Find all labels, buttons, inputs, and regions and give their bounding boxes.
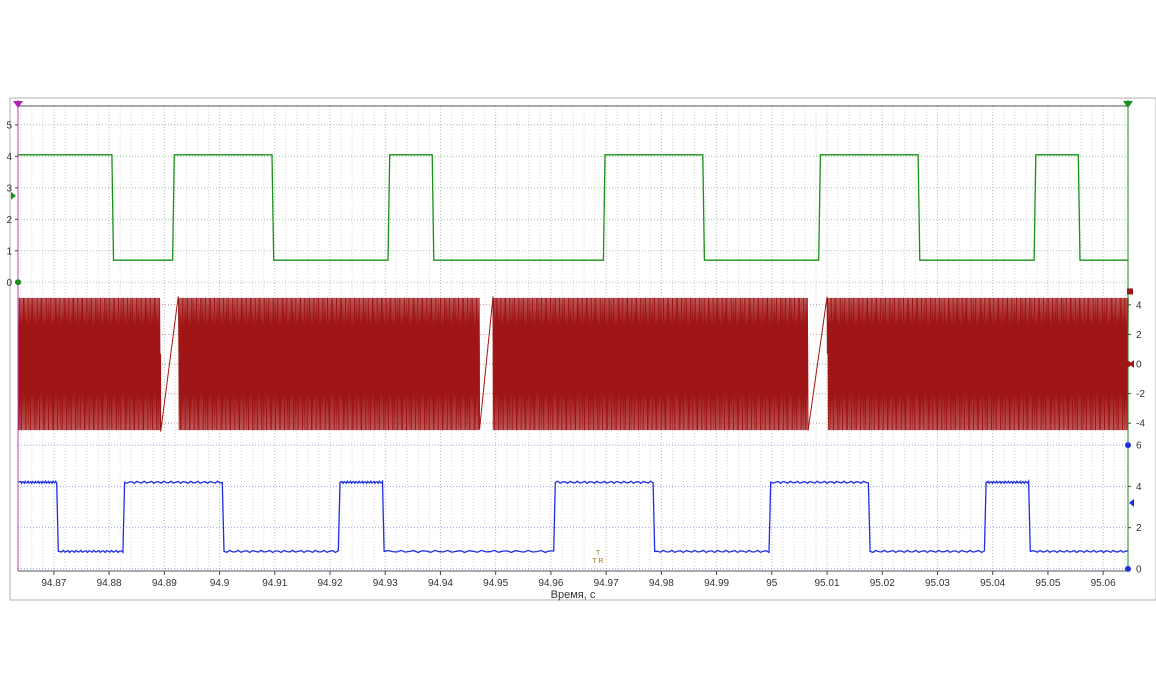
y-tick-label: 0 <box>1136 360 1142 371</box>
y-tick-label: 4 <box>1136 482 1142 493</box>
y-tick-label: 3 <box>6 183 12 194</box>
x-tick-label: 94.92 <box>317 578 342 589</box>
channel-limit-marker-icon[interactable] <box>1127 288 1133 295</box>
channel-marker-icon[interactable] <box>11 191 16 200</box>
y-tick-label: 2 <box>6 215 12 226</box>
trigger-cursor-marker-line: T <box>596 550 601 557</box>
trace-ch3 <box>17 478 1129 554</box>
x-tick-label: 94.87 <box>41 578 66 589</box>
y-tick-label: 0 <box>6 278 12 289</box>
cursor-handle-right-icon[interactable] <box>1123 101 1133 108</box>
trigger-cursor-marker-line: T R <box>592 558 603 565</box>
channel-markers[interactable] <box>11 101 1134 572</box>
x-tick-label: 95 <box>766 578 778 589</box>
x-tick-label: 94.93 <box>373 578 398 589</box>
x-tick-label: 94.89 <box>152 578 177 589</box>
channel-marker-icon[interactable] <box>1129 498 1134 507</box>
x-axis-label: Время, с <box>551 589 596 601</box>
x-tick-label: 94.91 <box>262 578 287 589</box>
channel-marker-icon[interactable] <box>1129 360 1134 368</box>
channel-limit-marker-icon[interactable] <box>1125 442 1131 449</box>
y-tick-label: 1 <box>6 246 12 257</box>
channel-zero-marker-icon[interactable] <box>15 279 21 286</box>
left-axis: 0 1 2 3 4 5 <box>6 100 1128 571</box>
x-axis: 94.87 94.88 94.89 94.9 94.91 94.92 94.93 94.94 9… <box>18 570 1128 589</box>
x-tick-label: 94.99 <box>704 578 729 589</box>
x-tick-label: 94.9 <box>210 578 230 589</box>
y-tick-label: 4 <box>1136 300 1142 311</box>
y-tick-label: -2 <box>1136 389 1145 400</box>
plot-area <box>17 106 1129 571</box>
gridlines <box>18 106 1128 571</box>
y-tick-label: 6 <box>1136 441 1142 452</box>
y-tick-label: 2 <box>1136 330 1142 341</box>
y-tick-label: -4 <box>1136 419 1145 430</box>
right-axis: -4 -2 0 2 4 0 2 4 6 <box>1127 100 1145 575</box>
cursor-handle-left-icon[interactable] <box>13 101 23 108</box>
x-tick-label: 94.88 <box>97 578 122 589</box>
x-tick-label: 95.03 <box>925 578 950 589</box>
x-tick-label: 95.05 <box>1035 578 1060 589</box>
x-tick-label: 94.95 <box>483 578 508 589</box>
x-tick-label: 95.06 <box>1091 578 1116 589</box>
trace-ch1 <box>18 154 1128 261</box>
x-tick-label: 94.94 <box>428 578 453 589</box>
x-tick-label: 95.04 <box>980 578 1005 589</box>
y-tick-label: 0 <box>1136 564 1142 575</box>
x-tick-label: 95.01 <box>815 578 840 589</box>
y-tick-label: 4 <box>6 152 12 163</box>
x-tick-label: 94.98 <box>649 578 674 589</box>
x-tick-label: 95.02 <box>870 578 895 589</box>
x-tick-label: 94.96 <box>538 578 563 589</box>
y-tick-label: 2 <box>1136 523 1142 534</box>
traces <box>17 154 1129 554</box>
y-tick-label: 5 <box>6 120 12 131</box>
trace-ch2 <box>17 296 1129 432</box>
channel-zero-marker-icon[interactable] <box>1125 565 1131 572</box>
x-tick-label: 94.97 <box>594 578 619 589</box>
channel-zero-marker-icon[interactable] <box>1125 361 1131 367</box>
